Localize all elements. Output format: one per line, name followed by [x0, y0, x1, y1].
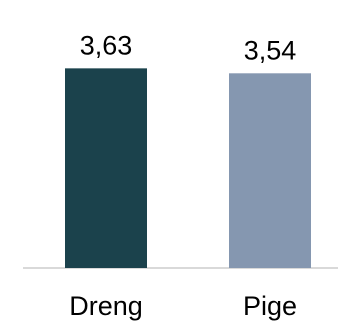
value-label-group: 3,63 3,54 — [80, 30, 297, 65]
category-label-group: Dreng Pige — [69, 291, 297, 321]
value-label-dreng: 3,63 — [80, 30, 133, 60]
category-label-pige: Pige — [243, 291, 297, 321]
value-label-pige: 3,54 — [244, 35, 297, 65]
bar-group — [65, 68, 311, 268]
bar-pige — [229, 73, 311, 268]
bar-dreng — [65, 68, 147, 268]
category-label-dreng: Dreng — [69, 291, 143, 321]
